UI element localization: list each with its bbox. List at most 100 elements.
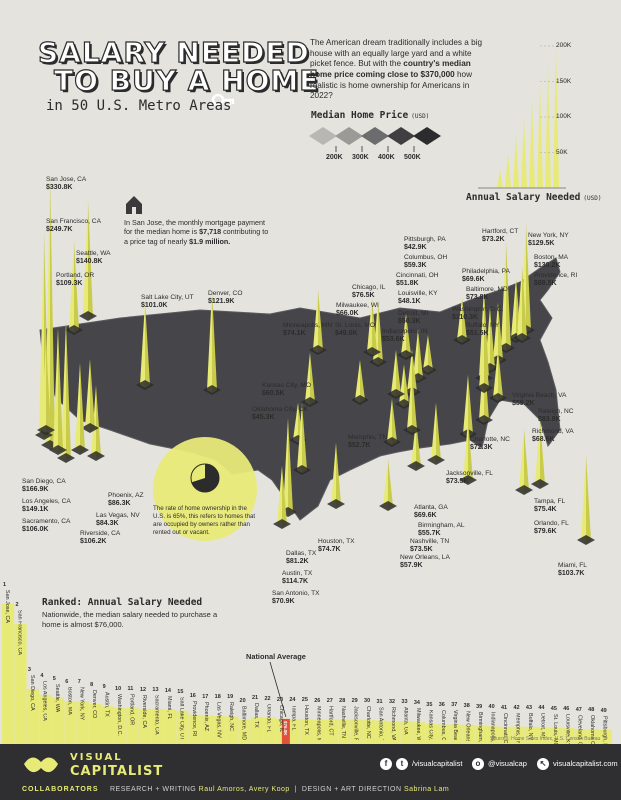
metro-value: $76.5K [352, 291, 375, 299]
social-facebook-twitter[interactable]: f t/visualcapitalist [380, 758, 462, 770]
bar-san-francisco-ca [14, 624, 27, 744]
bar-rank: 29 [351, 697, 358, 704]
bar-rank: 31 [376, 698, 383, 705]
bar-label: Buffalo, NY [526, 713, 533, 741]
metro-label-atlanta-ga: Atlanta, GA $69.6K [414, 504, 448, 520]
social-instagram[interactable]: o @visualcap [472, 758, 527, 770]
metro-value: $106.0K [22, 525, 49, 533]
spike-shade-miami-fl [586, 454, 591, 543]
metro-name: Raleigh, NC [538, 408, 574, 415]
price-diamond [413, 127, 441, 145]
bar-label: Birmingham, AL [477, 711, 484, 742]
bar-rank: 20 [239, 697, 246, 704]
price-tick-label: 500K [404, 154, 421, 161]
metro-value: $88.5K [534, 279, 557, 287]
bar-new-york-ny [76, 701, 89, 744]
spike-san-diego-ca [61, 321, 66, 461]
spike-oklahoma-city-ok [293, 402, 298, 443]
bar-rank: 28 [339, 697, 346, 704]
bar-rank: 43 [525, 705, 533, 711]
bar-rank: 37 [451, 702, 458, 709]
bar-dallas-tx [251, 717, 264, 744]
sources: Sources: Home Sales Index, U.S. Census B… [490, 736, 601, 742]
metro-name: Washington, D.C. [452, 306, 504, 313]
metro-value: $59.2K [512, 399, 535, 407]
salary-legend-spike [521, 117, 527, 188]
bar-label: Atlanta, GA [402, 707, 409, 735]
instagram-icon: o [472, 758, 484, 770]
metro-name: Austin, TX [282, 570, 313, 577]
metro-value: $74.7K [318, 545, 341, 553]
metro-label-nashville-tn: Nashville, TN $73.5K [410, 538, 449, 554]
ranked-title: Ranked: Annual Salary Needed [42, 597, 203, 608]
bar-sacramento-ca [151, 709, 164, 744]
salary-legend-spike [537, 81, 543, 188]
spike-base-virginia-beach-va [489, 393, 507, 403]
metro-name: Richmond, VA [532, 428, 574, 435]
bar-st-louis-mo [549, 727, 562, 744]
spike-shade-houston-tx [336, 442, 341, 507]
bar-atlanta-ga [400, 721, 413, 744]
metro-name: Minneapolis, MN [283, 322, 333, 329]
house-icon [126, 196, 142, 214]
bar-baltimore-md [238, 719, 251, 744]
research-label: RESEARCH + WRITING [110, 786, 197, 793]
salary-legend-unit: (USD) [583, 195, 602, 202]
bar-label: Denver, CO [91, 689, 98, 718]
bar-rank: 38 [463, 702, 470, 709]
bar-label: Houston, TX [302, 705, 309, 736]
bar-memphis-tn [512, 726, 525, 744]
bar-label: Chicago, IL [277, 704, 284, 733]
metro-name: San Diego, CA [22, 478, 66, 485]
spike-buffalo-ny [457, 297, 462, 343]
spike-base-san-antonio-tx [273, 519, 291, 529]
metro-value: $330.8K [46, 183, 73, 191]
spike-base-phoenix-az [87, 451, 105, 461]
spike-shade-columbus-oh [418, 329, 423, 381]
bar-birmingham-al [475, 725, 488, 744]
metro-name: Denver, CO [208, 290, 243, 297]
metro-label-charlotte-nc: Charlotte, NC $72.3K [470, 436, 510, 452]
bar-label: Las Vegas, NV [215, 702, 222, 738]
metro-label-raleigh-nc: Raleigh, NC $83.8K [538, 408, 574, 424]
social-website[interactable]: ↖ visualcapitalist.com [537, 758, 618, 770]
metro-name: Orlando, FL [534, 520, 569, 527]
metro-name: Dallas, TX [286, 550, 317, 557]
spike-base-richmond-va [475, 383, 493, 393]
salary-legend-tick: 150K [556, 77, 572, 85]
metro-value: $166.9K [22, 485, 49, 493]
metro-name: Las Vegas, NV [96, 512, 140, 519]
callout-text-1: In San Jose, the monthly mortgage paymen… [124, 218, 266, 237]
spike-riverside-ca [75, 362, 80, 453]
bar-detroit-mi [537, 727, 550, 744]
bar-denver-co [89, 703, 102, 744]
bar-rank: 14 [164, 687, 171, 694]
spike-base-los-angeles-ca [49, 445, 67, 455]
bar-rank: 18 [214, 694, 221, 701]
bar-label: Milwaukee, WI [414, 708, 421, 740]
metro-label-portland-or: Portland, OR $109.3K [56, 272, 94, 288]
metro-label-richmond-va: Richmond, VA $68.6K [532, 428, 574, 444]
bar-rank: 16 [189, 692, 196, 699]
bar-tampa-fl [288, 719, 301, 744]
bar-rank: 24 [289, 697, 296, 704]
spike-base-tampa-fl [515, 485, 533, 495]
collaborators-label: COLLABORATORS [22, 786, 99, 793]
metro-name: Houston, TX [318, 538, 355, 545]
metro-name: Indianapolis, IN [382, 328, 428, 335]
spike-base-seattle-wa [79, 311, 97, 321]
bar-rank: 4 [40, 672, 44, 679]
metro-value: $103.7K [558, 569, 585, 577]
bar-virginia-beach-va [450, 724, 463, 744]
spike-base-houston-tx [327, 499, 345, 509]
bar-rank: 22 [264, 695, 271, 702]
bar-new-orleans-la [462, 724, 475, 744]
bar-label: Los Angeles, CA [41, 680, 48, 721]
bar-label: Pittsburgh, PA [601, 715, 608, 746]
bar-label: Riverside, CA [140, 694, 147, 728]
bar-label: San Antonio, TX [377, 706, 384, 740]
spike-shade-st-louis-mo [360, 359, 365, 403]
metro-label-louisville-ky: Louisville, KY $48.1K [398, 290, 438, 306]
metro-value: $110.3K [452, 313, 479, 321]
bar-rank: 19 [227, 694, 234, 701]
